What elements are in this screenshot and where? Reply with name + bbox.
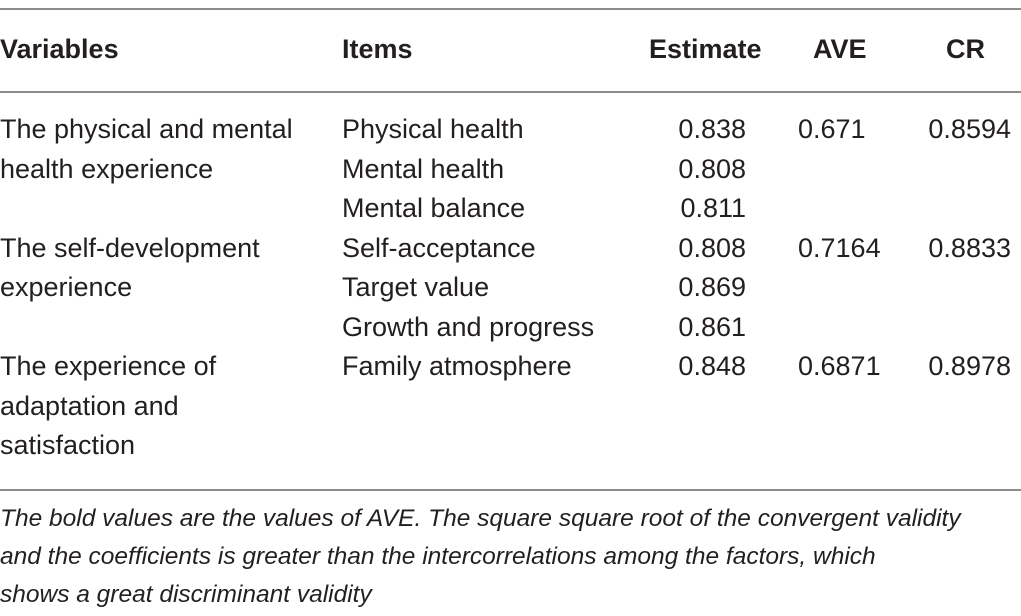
table-bottom-rule	[0, 489, 1021, 491]
ave-group-2: 0.7164	[798, 232, 881, 263]
header-items: Items	[342, 34, 413, 64]
variable-physical-mental-line-2: health experience	[0, 153, 214, 184]
footnote-line-3: shows a great discriminant validity	[0, 581, 372, 608]
ave-group-1: 0.671	[798, 114, 866, 144]
variable-adaptation-line-2: adaptation and	[0, 390, 179, 421]
estimate-self-acceptance: 0.808	[678, 232, 746, 263]
estimate-mental-health: 0.808	[678, 153, 746, 184]
variable-physical-mental-line-1: The physical and mental	[0, 114, 293, 144]
estimate-family-atmosphere: 0.848	[678, 351, 746, 381]
table-header-rule	[0, 91, 1021, 93]
footnote-line-2: and the coefficients is greater than the…	[0, 543, 876, 570]
header-cr: CR	[946, 34, 985, 64]
cr-group-2: 0.8833	[928, 232, 1011, 263]
cr-group-3: 0.8978	[928, 351, 1011, 381]
estimate-mental-balance: 0.811	[680, 193, 746, 223]
header-ave: AVE	[813, 34, 867, 64]
item-growth-progress: Growth and progress	[342, 311, 595, 342]
header-variables: Variables	[0, 34, 119, 64]
item-target-value: Target value	[342, 272, 490, 302]
header-estimate: Estimate	[649, 34, 762, 64]
table-top-rule	[0, 8, 1021, 10]
item-mental-health: Mental health	[342, 153, 505, 184]
footnote-line-1: The bold values are the values of AVE. T…	[0, 505, 961, 532]
estimate-physical-health: 0.838	[678, 114, 746, 144]
item-mental-balance: Mental balance	[342, 193, 526, 223]
variable-adaptation-line-1: The experience of	[0, 351, 217, 381]
variable-adaptation-line-3: satisfaction	[0, 430, 136, 460]
item-physical-health: Physical health	[342, 114, 524, 144]
cr-group-1: 0.8594	[928, 114, 1011, 144]
variable-self-development-line-2: experience	[0, 272, 133, 302]
item-family-atmosphere: Family atmosphere	[342, 351, 572, 381]
estimate-growth-progress: 0.861	[678, 311, 746, 342]
table-footnote: The bold values are the values of AVE. T…	[0, 500, 1021, 614]
variable-self-development-line-1: The self-development	[0, 232, 260, 263]
ave-group-3: 0.6871	[798, 351, 881, 381]
item-self-acceptance: Self-acceptance	[342, 232, 536, 263]
estimate-target-value: 0.869	[678, 272, 746, 302]
